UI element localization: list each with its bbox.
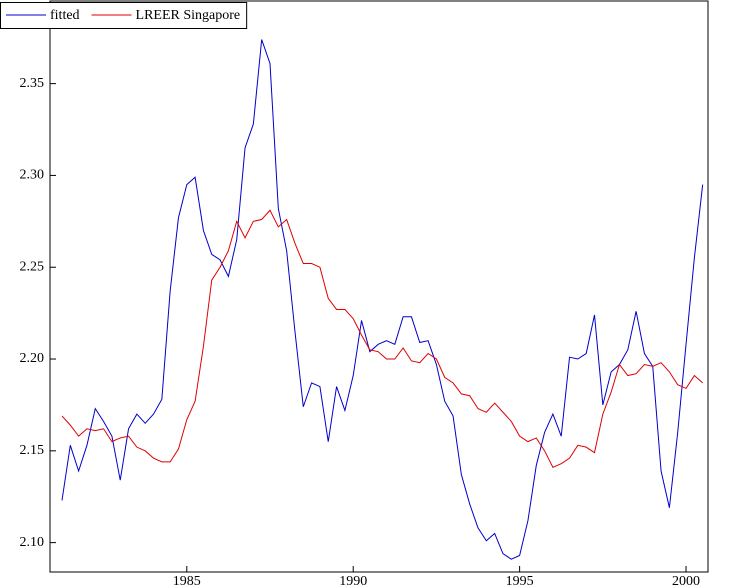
y-tick-label: 2.15 bbox=[20, 443, 45, 458]
y-tick-label: 2.30 bbox=[20, 168, 45, 183]
y-tick-label: 2.20 bbox=[20, 351, 45, 366]
x-tick-label: 2000 bbox=[672, 574, 700, 588]
line-series bbox=[61, 209, 704, 468]
legend-label: fitted bbox=[50, 8, 80, 23]
line-series bbox=[61, 39, 704, 560]
x-tick-label: 1990 bbox=[339, 574, 367, 588]
legend-label: LREER Singapore bbox=[136, 8, 241, 23]
x-tick-label: 1995 bbox=[506, 574, 534, 588]
y-tick-label: 2.10 bbox=[20, 535, 45, 550]
y-tick-label: 2.25 bbox=[20, 259, 45, 274]
y-tick-label: 2.35 bbox=[20, 76, 45, 91]
x-tick-label: 1985 bbox=[173, 574, 201, 588]
plot-frame bbox=[49, 0, 709, 573]
